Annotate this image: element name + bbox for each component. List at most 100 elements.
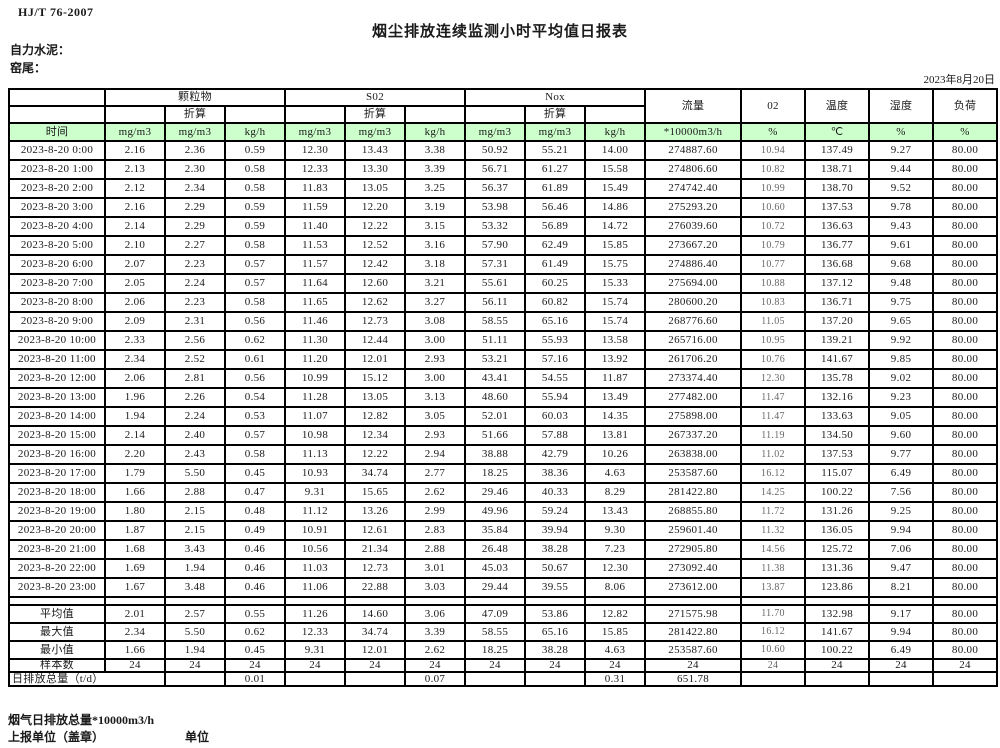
table-row: 2023-8-20 10:00 2.33 2.56 0.62 11.30 12.44 3.0… — [8, 330, 999, 351]
value-cell: 3.18 — [403, 254, 467, 275]
value-cell: 12.20 — [344, 197, 406, 218]
value-cell: 12.61 — [344, 520, 406, 541]
value-cell: 274887.60 — [644, 140, 743, 161]
value-cell: 13.43 — [344, 140, 406, 161]
summary-label: 最大值 — [8, 622, 106, 642]
unit-cell: ℃ — [804, 122, 871, 142]
value-cell: 100.22 — [804, 482, 871, 503]
value-cell: 80.00 — [932, 558, 999, 579]
value-cell: 53.32 — [464, 216, 527, 237]
value-cell: 80.00 — [932, 425, 999, 446]
value-cell: 276039.60 — [644, 216, 743, 237]
value-cell: 9.85 — [868, 349, 935, 370]
time-cell: 2023-8-20 6:00 — [8, 254, 106, 275]
value-cell: 10.88 — [740, 273, 807, 294]
blank-cell — [224, 596, 286, 606]
value-cell: 14.56 — [740, 539, 807, 560]
corner-cell — [8, 88, 106, 107]
value-cell: 1.67 — [104, 577, 166, 598]
value-cell: 10.98 — [284, 425, 346, 446]
time-cell: 2023-8-20 13:00 — [8, 387, 106, 408]
load-header: 负荷 — [932, 88, 999, 124]
value-cell: 10.77 — [740, 254, 807, 275]
value-cell: 12.52 — [344, 235, 406, 256]
value-cell: 2.93 — [403, 349, 467, 370]
value-cell: 0.61 — [224, 349, 286, 370]
value-cell: 43.41 — [464, 368, 527, 389]
value-cell: 24 — [644, 658, 743, 673]
value-cell: 34.74 — [344, 463, 406, 484]
value-cell: 50.67 — [524, 558, 587, 579]
value-cell: 11.32 — [740, 520, 807, 541]
table-row: 2023-8-20 18:00 1.66 2.88 0.47 9.31 15.65 2.62… — [8, 482, 999, 503]
value-cell: 56.37 — [464, 178, 527, 199]
value-cell: 2.33 — [104, 330, 166, 351]
value-cell: 12.22 — [344, 216, 406, 237]
summary-row: 样本数 24 24 24 24 24 24 24 24 24 24 24 24 24 24 — [8, 658, 999, 673]
value-cell: 13.26 — [344, 501, 406, 522]
value-cell: 18.25 — [464, 463, 527, 484]
page-title: 烟尘排放连续监测小时平均值日报表 — [371, 24, 628, 40]
unit-label: 单位 — [185, 730, 210, 744]
value-cell: 2.40 — [164, 425, 226, 446]
value-cell: 48.60 — [464, 387, 527, 408]
value-cell: 259601.40 — [644, 520, 743, 541]
value-cell: 11.12 — [284, 501, 346, 522]
value-cell: 0.57 — [224, 273, 286, 294]
value-cell — [164, 671, 226, 687]
table-row: 2023-8-20 14:00 1.94 2.24 0.53 11.07 12.82 3.0… — [8, 406, 999, 427]
value-cell: 268776.60 — [644, 311, 743, 332]
value-cell: 2.81 — [164, 368, 226, 389]
value-cell: 3.48 — [164, 577, 226, 598]
pm-converted-header: 折算 — [164, 105, 226, 124]
value-cell: 3.03 — [403, 577, 467, 598]
value-cell: 55.94 — [524, 387, 587, 408]
value-cell: 2.34 — [164, 178, 226, 199]
value-cell: 281422.80 — [644, 482, 743, 503]
location-label: 窑尾： — [10, 61, 47, 75]
standard-code: HJ/T 76-2007 — [18, 5, 94, 19]
value-cell: 39.94 — [524, 520, 587, 541]
value-cell: 2.27 — [164, 235, 226, 256]
value-cell — [464, 671, 527, 687]
unit-cell: % — [932, 122, 999, 142]
value-cell: 80.00 — [932, 216, 999, 237]
value-cell — [284, 671, 346, 687]
time-cell: 2023-8-20 22:00 — [8, 558, 106, 579]
value-cell: 80.00 — [932, 292, 999, 313]
value-cell: 24 — [344, 658, 406, 673]
value-cell: 24 — [464, 658, 527, 673]
value-cell: 1.66 — [104, 640, 166, 660]
value-cell: 2.14 — [104, 425, 166, 446]
value-cell: 55.93 — [524, 330, 587, 351]
value-cell: 0.58 — [224, 444, 286, 465]
value-cell: 11.30 — [284, 330, 346, 351]
value-cell: 38.88 — [464, 444, 527, 465]
monitoring-report-table: 颗粒物 S02 Nox 流量 02 温度 湿度 负荷 折算 折算 折算 时间 mg… — [8, 88, 999, 687]
table-row: 2023-8-20 16:00 2.20 2.43 0.58 11.13 12.22 2.9… — [8, 444, 999, 465]
value-cell: 2.12 — [104, 178, 166, 199]
value-cell: 57.31 — [464, 254, 527, 275]
value-cell: 134.50 — [804, 425, 871, 446]
value-cell: 35.84 — [464, 520, 527, 541]
value-cell: 137.12 — [804, 273, 871, 294]
value-cell: 13.05 — [344, 387, 406, 408]
value-cell: 131.26 — [804, 501, 871, 522]
value-cell: 9.77 — [868, 444, 935, 465]
value-cell: 12.30 — [584, 558, 647, 579]
summary-row: 最小值 1.66 1.94 0.45 9.31 12.01 2.62 18.25 38.28 4.… — [8, 640, 999, 660]
value-cell: 1.87 — [104, 520, 166, 541]
value-cell: 138.70 — [804, 178, 871, 199]
time-cell: 2023-8-20 19:00 — [8, 501, 106, 522]
value-cell: 273667.20 — [644, 235, 743, 256]
value-cell: 80.00 — [932, 159, 999, 180]
value-cell: 65.16 — [524, 311, 587, 332]
value-cell: 65.16 — [524, 622, 587, 642]
blank-row — [8, 596, 999, 606]
value-cell: 132.98 — [804, 604, 871, 624]
blank-cell — [403, 596, 467, 606]
value-cell: 10.99 — [284, 368, 346, 389]
value-cell: 10.79 — [740, 235, 807, 256]
value-cell: 9.61 — [868, 235, 935, 256]
value-cell: 13.43 — [584, 501, 647, 522]
